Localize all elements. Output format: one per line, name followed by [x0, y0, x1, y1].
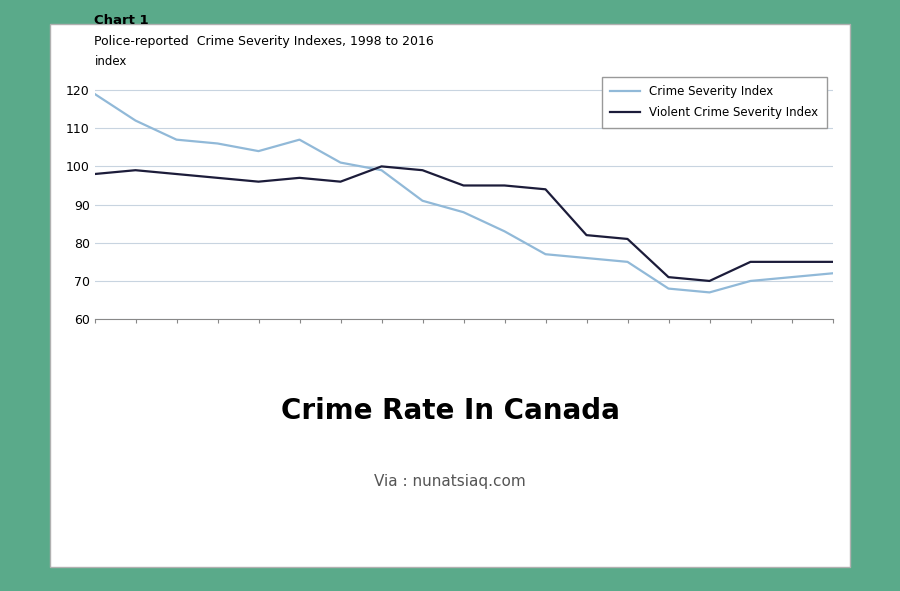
Crime Severity Index: [581, 255, 592, 262]
Violent Crime Severity Index: [663, 274, 674, 281]
Crime Severity Index: [376, 167, 387, 174]
Violent Crime Severity Index: [581, 232, 592, 239]
Text: Chart 1: Chart 1: [94, 14, 149, 27]
Text: Crime Rate In Canada: Crime Rate In Canada: [281, 397, 619, 425]
Text: index: index: [94, 55, 127, 68]
Violent Crime Severity Index: [335, 178, 346, 185]
Crime Severity Index: [622, 258, 633, 265]
Violent Crime Severity Index: [622, 235, 633, 242]
Crime Severity Index: [663, 285, 674, 292]
Violent Crime Severity Index: [171, 170, 182, 177]
Line: Crime Severity Index: Crime Severity Index: [94, 94, 832, 293]
Crime Severity Index: [212, 140, 223, 147]
Crime Severity Index: [827, 269, 838, 277]
Violent Crime Severity Index: [417, 167, 428, 174]
Text: Police-reported  Crime Severity Indexes, 1998 to 2016: Police-reported Crime Severity Indexes, …: [94, 35, 434, 48]
Violent Crime Severity Index: [89, 170, 100, 177]
Crime Severity Index: [294, 136, 305, 143]
Violent Crime Severity Index: [253, 178, 264, 185]
Violent Crime Severity Index: [212, 174, 223, 181]
Violent Crime Severity Index: [745, 258, 756, 265]
Crime Severity Index: [500, 228, 510, 235]
Crime Severity Index: [786, 274, 796, 281]
Crime Severity Index: [171, 136, 182, 143]
Crime Severity Index: [540, 251, 551, 258]
Crime Severity Index: [745, 277, 756, 284]
Violent Crime Severity Index: [294, 174, 305, 181]
Line: Violent Crime Severity Index: Violent Crime Severity Index: [94, 167, 832, 281]
Violent Crime Severity Index: [704, 277, 715, 284]
Violent Crime Severity Index: [827, 258, 838, 265]
Crime Severity Index: [458, 209, 469, 216]
Crime Severity Index: [89, 90, 100, 98]
Violent Crime Severity Index: [540, 186, 551, 193]
Violent Crime Severity Index: [500, 182, 510, 189]
Crime Severity Index: [253, 148, 264, 155]
Violent Crime Severity Index: [786, 258, 796, 265]
Legend: Crime Severity Index, Violent Crime Severity Index: Crime Severity Index, Violent Crime Seve…: [602, 77, 826, 128]
Crime Severity Index: [417, 197, 428, 204]
Crime Severity Index: [130, 117, 141, 124]
Text: Via : nunatsiaq.com: Via : nunatsiaq.com: [374, 474, 526, 489]
Violent Crime Severity Index: [130, 167, 141, 174]
Crime Severity Index: [335, 159, 346, 166]
Violent Crime Severity Index: [458, 182, 469, 189]
Violent Crime Severity Index: [376, 163, 387, 170]
Crime Severity Index: [704, 289, 715, 296]
